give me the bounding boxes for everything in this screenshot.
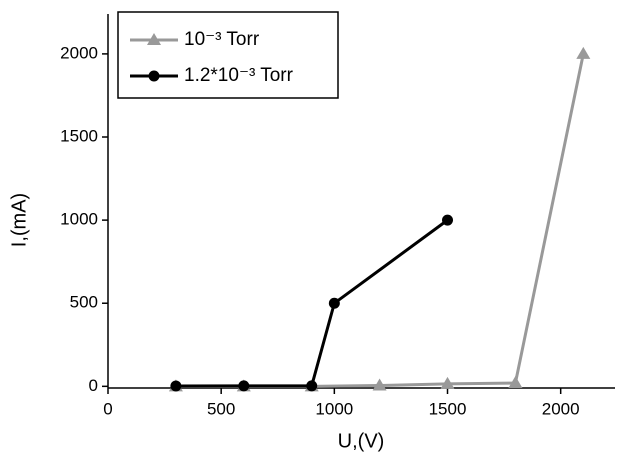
data-point bbox=[576, 46, 591, 59]
data-point bbox=[372, 378, 387, 391]
data-point bbox=[440, 376, 455, 389]
series-line bbox=[175, 53, 585, 388]
x-axis-label: U,(V) bbox=[338, 430, 385, 452]
y-tick-label: 0 bbox=[89, 376, 98, 395]
series-line bbox=[175, 218, 449, 388]
y-tick-label: 1000 bbox=[60, 210, 98, 229]
x-tick-label: 2000 bbox=[542, 399, 580, 418]
data-point bbox=[442, 214, 454, 226]
y-tick-label: 1500 bbox=[60, 126, 98, 145]
y-axis-label: I,(mA) bbox=[8, 193, 30, 247]
legend-box bbox=[117, 11, 339, 99]
y-tick-label: 2000 bbox=[60, 43, 98, 62]
x-tick-label: 500 bbox=[207, 399, 235, 418]
data-point bbox=[238, 380, 250, 392]
x-tick-label: 0 bbox=[103, 399, 112, 418]
data-point bbox=[170, 380, 182, 392]
y-tick-label: 500 bbox=[70, 293, 98, 312]
x-tick-label: 1000 bbox=[315, 399, 353, 418]
x-tick-label: 1500 bbox=[429, 399, 467, 418]
data-point bbox=[508, 376, 523, 389]
legend-label: 10⁻³ Torr bbox=[184, 29, 260, 50]
data-point bbox=[306, 380, 318, 392]
data-point bbox=[147, 33, 161, 45]
legend-label: 1.2*10⁻³ Torr bbox=[184, 65, 294, 86]
data-point bbox=[328, 297, 340, 309]
data-point bbox=[148, 70, 160, 82]
